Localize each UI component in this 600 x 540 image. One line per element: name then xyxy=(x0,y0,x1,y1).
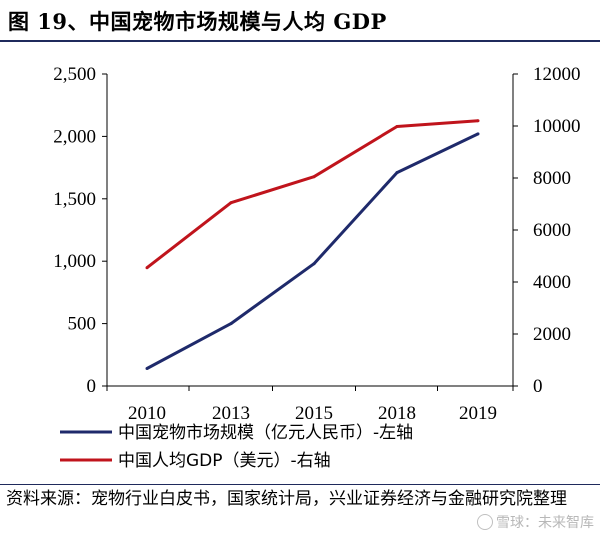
source-divider xyxy=(0,484,600,485)
line-chart: 0 500 1,000 1,500 2,000 2,500 0 2000 4000 6000 80… xyxy=(53,64,581,471)
watermark: 雪球：未来智库 xyxy=(477,512,594,532)
gdp-point xyxy=(145,266,149,270)
right-tick-label: 0 xyxy=(533,376,543,397)
gdp-point xyxy=(312,175,316,179)
market-size-point xyxy=(229,322,233,326)
x-tick-label: 2015 xyxy=(295,403,333,424)
x-axis-ticks: 2010 2013 2015 2018 2019 xyxy=(106,386,514,424)
chart-axes xyxy=(106,74,514,387)
x-tick-label: 2013 xyxy=(212,403,250,424)
gdp-point xyxy=(476,119,480,123)
right-axis-ticks: 0 2000 4000 6000 8000 10000 12000 xyxy=(513,64,581,397)
series-lines xyxy=(145,119,480,370)
x-tick-label: 2018 xyxy=(378,403,416,424)
right-tick-label: 6000 xyxy=(533,220,571,241)
legend-label-market-size: 中国宠物市场规模（亿元人民币）-左轴 xyxy=(118,423,413,443)
market-size-point xyxy=(395,171,399,175)
market-size-point xyxy=(476,132,480,136)
right-tick-label: 12000 xyxy=(533,64,581,85)
left-tick-label: 1,500 xyxy=(53,189,96,210)
right-tick-label: 10000 xyxy=(533,116,581,137)
market-size-point xyxy=(145,367,149,370)
right-tick-label: 8000 xyxy=(533,168,571,189)
market-size-point xyxy=(312,262,316,266)
left-tick-label: 2,500 xyxy=(53,64,96,85)
left-axis-ticks: 0 500 1,000 1,500 2,000 2,500 xyxy=(53,64,107,397)
left-tick-label: 500 xyxy=(68,314,97,335)
gdp-point xyxy=(229,201,233,205)
right-tick-label: 2000 xyxy=(533,324,571,345)
chart-title: 图 19、中国宠物市场规模与人均 GDP xyxy=(8,9,387,34)
x-tick-label: 2010 xyxy=(128,403,166,424)
series-line-market-size xyxy=(146,132,479,370)
gdp-point xyxy=(395,125,399,128)
right-tick-label: 4000 xyxy=(533,272,571,293)
left-tick-label: 2,000 xyxy=(53,126,96,147)
left-tick-label: 1,000 xyxy=(53,251,96,272)
legend-label-gdp: 中国人均GDP（美元）-右轴 xyxy=(118,451,331,471)
left-tick-label: 0 xyxy=(87,376,97,397)
watermark-text: 雪球：未来智库 xyxy=(496,515,594,531)
series-line-gdp xyxy=(146,119,479,269)
x-tick-label: 2019 xyxy=(459,403,497,424)
snowball-logo-icon xyxy=(477,514,493,530)
title-divider xyxy=(0,40,600,42)
source-note: 资料来源：宠物行业白皮书，国家统计局，兴业证券经济与金融研究院整理 xyxy=(6,489,567,509)
